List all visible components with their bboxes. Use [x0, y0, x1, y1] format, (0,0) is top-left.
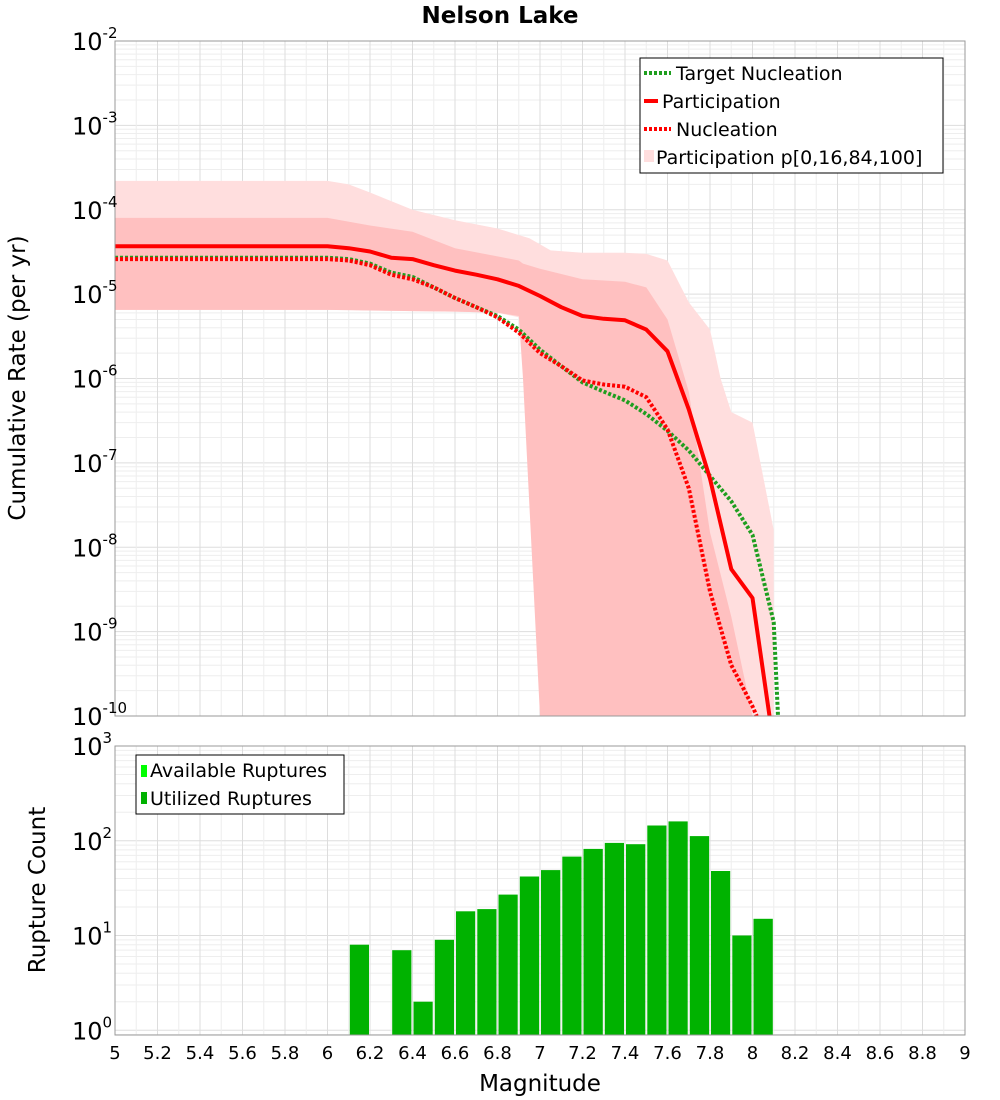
- utilized-rupture-bar: [413, 1001, 433, 1035]
- participation-band-inner: [115, 217, 753, 716]
- rate-y-tick-label: 10-3: [72, 108, 118, 140]
- rate-y-tick-label: 10-10: [72, 699, 127, 731]
- rate-y-tick-label: 10-8: [72, 530, 118, 562]
- rate-legend-box: [639, 57, 944, 174]
- x-tick-label: 7.4: [611, 1043, 640, 1064]
- rate-legend: Target Nucleation Participation Nucleati…: [639, 57, 944, 174]
- count-y-ticks: 100 101 102 103: [72, 729, 112, 1045]
- participation-bands: [115, 180, 774, 716]
- count-x-ticks: 5 5.2 5.4 5.6 5.8 6 6.2 6.4 6.6 6.8 7 7.2 7.4 7.6 7.8 8…: [109, 1043, 970, 1064]
- x-axis-label: Magnitude: [479, 1071, 601, 1097]
- rate-y-tick-label: 10-5: [72, 277, 118, 309]
- rate-y-tick-label: 10-4: [72, 193, 118, 225]
- count-panel-frame: [114, 745, 966, 1036]
- x-tick-label: 6.2: [356, 1043, 385, 1064]
- count-bars: [349, 821, 773, 1035]
- x-tick-label: 5.6: [228, 1043, 257, 1064]
- legend-available-swatch: [141, 765, 147, 777]
- utilized-rupture-bar: [519, 876, 540, 1035]
- rate-panel-frame: [114, 40, 966, 717]
- utilized-rupture-bar: [477, 909, 497, 1035]
- rate-y-ticks: 10-2 10-3 10-4 10-5 10-6 10-7 10-8 10-9 10-10: [72, 24, 127, 731]
- rate-y-tick-label: 10-7: [72, 446, 118, 478]
- utilized-rupture-bar: [626, 844, 646, 1035]
- count-y-tick-label: 101: [72, 919, 112, 951]
- utilized-rupture-bar: [456, 911, 476, 1035]
- legend-utilized-label: Utilized Ruptures: [150, 788, 312, 810]
- x-tick-label: 8.6: [866, 1043, 895, 1064]
- utilized-rupture-bar: [604, 842, 624, 1035]
- rate-y-axis-label: Cumulative Rate (per yr): [5, 235, 31, 520]
- count-y-tick-label: 103: [72, 729, 112, 761]
- legend-participation-label: Participation: [662, 91, 781, 113]
- participation-line: [115, 244, 772, 717]
- legend-band-swatch: [644, 150, 654, 162]
- nucleation-line: [115, 257, 759, 717]
- count-panel: 100 101 102 103 5 5.2 5.4 5.6 5.8 6 6.2 6.4 6.6 6.8 7…: [25, 729, 971, 1097]
- utilized-rupture-bar: [732, 935, 752, 1035]
- utilized-rupture-bar: [541, 870, 561, 1035]
- utilized-rupture-bar: [583, 848, 603, 1035]
- legend-utilized-swatch: [141, 792, 147, 804]
- x-tick-label: 5.2: [143, 1043, 172, 1064]
- utilized-rupture-bar: [711, 871, 731, 1035]
- count-legend-box: [135, 754, 345, 815]
- x-tick-label: 7: [534, 1043, 545, 1064]
- utilized-rupture-bar: [647, 825, 667, 1035]
- utilized-rupture-bar: [434, 939, 454, 1035]
- utilized-rupture-bar: [562, 856, 582, 1035]
- x-tick-label: 5.4: [186, 1043, 215, 1064]
- legend-nucleation-label: Nucleation: [676, 119, 778, 141]
- x-tick-label: 8.2: [781, 1043, 810, 1064]
- x-tick-label: 7.2: [568, 1043, 597, 1064]
- x-tick-label: 5.8: [271, 1043, 300, 1064]
- utilized-rupture-bar: [753, 918, 773, 1035]
- utilized-rupture-bar: [668, 821, 688, 1035]
- utilized-rupture-bar: [689, 836, 710, 1035]
- rate-y-tick-label: 10-9: [72, 615, 118, 647]
- x-tick-label: 6: [322, 1043, 333, 1064]
- utilized-rupture-bar: [498, 894, 518, 1035]
- x-tick-label: 8.4: [823, 1043, 852, 1064]
- x-tick-label: 5: [109, 1043, 120, 1064]
- legend-band-label: Participation p[0,16,84,100]: [656, 147, 922, 169]
- rate-y-tick-label: 10-6: [72, 362, 118, 394]
- count-legend: Available Ruptures Utilized Ruptures: [135, 754, 345, 815]
- utilized-rupture-bar: [392, 950, 412, 1035]
- x-tick-label: 9: [959, 1043, 970, 1064]
- x-tick-label: 7.8: [696, 1043, 725, 1064]
- count-y-tick-label: 102: [72, 824, 112, 856]
- x-tick-label: 8: [747, 1043, 758, 1064]
- rate-lines: [115, 244, 780, 717]
- count-y-axis-label: Rupture Count: [25, 807, 51, 973]
- count-y-tick-label: 100: [72, 1013, 112, 1045]
- legend-target-nucleation-label: Target Nucleation: [675, 63, 843, 85]
- chart-title: Nelson Lake: [421, 3, 578, 29]
- x-tick-label: 7.6: [653, 1043, 682, 1064]
- utilized-rupture-bar: [349, 944, 369, 1035]
- rate-y-tick-label: 10-2: [72, 24, 118, 56]
- x-tick-label: 8.8: [908, 1043, 937, 1064]
- x-tick-label: 6.4: [398, 1043, 427, 1064]
- x-tick-label: 6.6: [441, 1043, 470, 1064]
- legend-available-label: Available Ruptures: [150, 760, 327, 782]
- count-panel-grid: [114, 746, 966, 1036]
- x-tick-label: 6.8: [483, 1043, 512, 1064]
- rate-panel: 10-2 10-3 10-4 10-5 10-6 10-7 10-8 10-9 10-10 Cu…: [5, 24, 966, 731]
